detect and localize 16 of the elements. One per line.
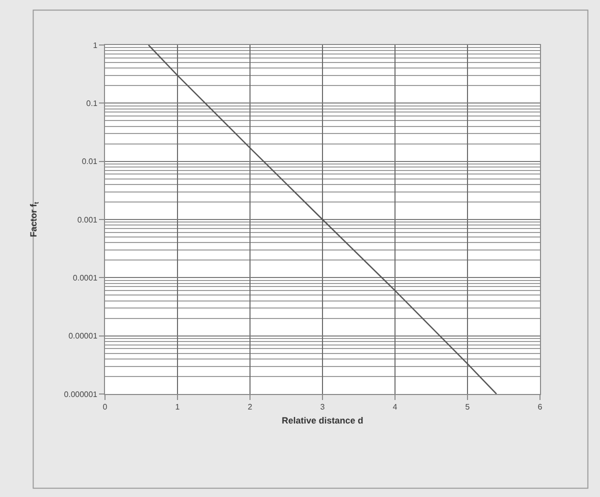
y-tick-label: 0.1: [86, 98, 98, 108]
x-tick-label: 1: [175, 402, 180, 412]
x-tick-label: 3: [320, 402, 326, 412]
y-tick-label: 1: [92, 40, 98, 50]
x-tick-label: 2: [248, 402, 253, 412]
y-tick-label: 0.000001: [64, 390, 98, 399]
x-tick-label: 0: [102, 402, 108, 412]
line-series: [148, 45, 498, 394]
y-tick-label: 0.0001: [72, 273, 98, 282]
y-tick-label: 0.001: [77, 215, 98, 224]
y-tick-label: 0.00001: [68, 332, 98, 341]
x-tick-label: 6: [538, 402, 543, 412]
x-tick-label: 4: [392, 402, 398, 412]
y-tick-label: 0.01: [82, 157, 98, 166]
x-tick-label: 5: [465, 402, 470, 412]
x-axis-title: Relative distance d: [282, 415, 364, 426]
